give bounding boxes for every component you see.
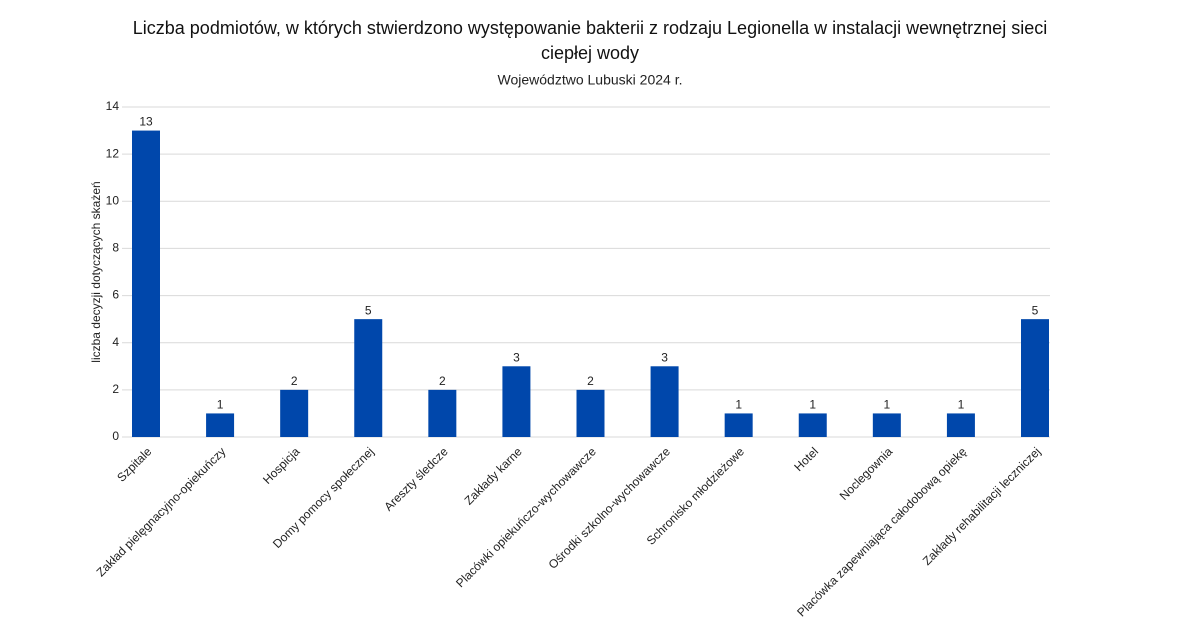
- data-label: 2: [587, 374, 594, 388]
- bar: [428, 389, 457, 437]
- data-label: 3: [513, 350, 520, 364]
- y-tick-label: 0: [112, 429, 119, 443]
- bar: [132, 130, 160, 438]
- y-tick-label: 6: [112, 288, 119, 302]
- data-label: 1: [735, 398, 742, 412]
- data-label: 13: [139, 115, 153, 129]
- data-label: 2: [291, 374, 298, 388]
- bar: [206, 413, 235, 437]
- x-tick-label: Hospicja: [260, 444, 303, 487]
- bar: [576, 389, 605, 437]
- bar: [650, 366, 679, 437]
- bar: [946, 413, 975, 437]
- x-tick-label: Zakład pielęgnacyjno-opiekuńczy: [94, 444, 229, 579]
- bar: [354, 319, 383, 437]
- bar: [502, 366, 531, 437]
- bar: [1021, 319, 1049, 437]
- data-label: 1: [809, 398, 816, 412]
- x-tick-label: Areszty śledcze: [381, 444, 451, 514]
- chart-title: Liczba podmiotów, w których stwierdzono …: [132, 18, 1048, 63]
- y-tick-label: 2: [112, 382, 119, 396]
- x-tick-label: Zakłady karne: [462, 444, 525, 507]
- data-label: 5: [1032, 303, 1039, 317]
- data-label: 1: [883, 398, 890, 412]
- x-tick-label: Szpitale: [114, 444, 154, 484]
- bar: [280, 389, 309, 437]
- y-axis-label: liczba decyzji dotyczących skażeń: [89, 181, 103, 362]
- y-tick-label: 4: [112, 335, 119, 349]
- data-label: 3: [661, 350, 668, 364]
- data-label: 1: [217, 398, 224, 412]
- x-tick-label: Zakłady rehabilitacji leczniczej: [920, 444, 1044, 568]
- bar: [872, 413, 901, 437]
- data-label: 2: [439, 374, 446, 388]
- x-tick-label: Noclegownia: [837, 444, 896, 503]
- bar: [724, 413, 753, 437]
- chart-subtitle: Województwo Lubuski 2024 r.: [498, 72, 683, 88]
- x-tick-label: Placówki opiekuńczo-wychowawcze: [453, 444, 599, 590]
- x-tick-label: Hotel: [791, 444, 821, 474]
- bar: [798, 413, 827, 437]
- y-tick-label: 12: [106, 146, 120, 160]
- y-tick-label: 14: [106, 99, 120, 113]
- x-tick-label: Placówka zapewniająca całodobową opiekę: [794, 444, 969, 619]
- y-tick-label: 8: [112, 241, 119, 255]
- data-label: 1: [958, 398, 965, 412]
- y-tick-label: 10: [106, 193, 120, 207]
- data-label: 5: [365, 303, 372, 317]
- x-tick-label: Ośrodki szkolno-wychowawcze: [546, 444, 674, 572]
